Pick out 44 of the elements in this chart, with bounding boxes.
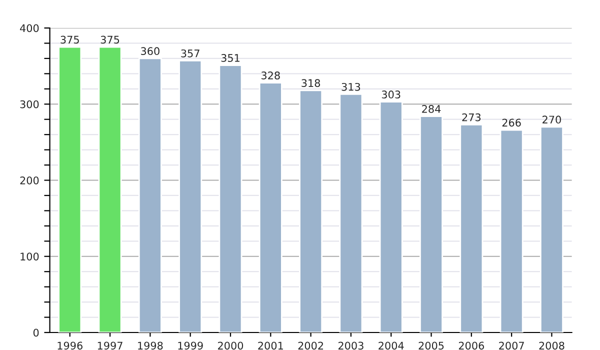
data-label: 303 — [382, 90, 400, 98]
x-tick-label: 2000 — [218, 342, 244, 350]
x-tick-label: 2006 — [458, 342, 484, 350]
data-label: 360 — [141, 47, 160, 56]
data-label: 313 — [342, 82, 360, 91]
data-label: 351 — [221, 54, 240, 62]
bar — [258, 82, 282, 332]
x-tick-label: 1996 — [58, 342, 82, 350]
bar — [138, 58, 162, 332]
bar — [339, 94, 363, 332]
x-tick-label: 1999 — [178, 342, 203, 350]
bar — [58, 46, 82, 332]
x-tick-label: 2003 — [338, 342, 364, 350]
bar — [540, 126, 564, 332]
x-tick-label: 2002 — [298, 342, 324, 350]
y-tick-label: 200 — [20, 176, 39, 184]
x-tick-label: 2001 — [258, 342, 283, 350]
y-tick-label: 400 — [20, 24, 39, 32]
data-label: 270 — [542, 116, 561, 124]
bar — [218, 64, 242, 332]
data-label: 266 — [502, 118, 521, 127]
y-tick-label: 0 — [33, 328, 39, 337]
bar — [460, 124, 484, 332]
data-label: 273 — [462, 113, 481, 122]
x-tick-label: 2004 — [378, 342, 404, 350]
x-tick-label: 1998 — [138, 342, 163, 350]
data-label: 375 — [100, 36, 120, 44]
bar — [178, 60, 202, 332]
x-tick-label: 2007 — [499, 342, 524, 350]
x-tick-label: 2008 — [539, 342, 564, 350]
data-label: 318 — [302, 79, 320, 88]
y-tick-label: 100 — [20, 252, 39, 260]
bar — [500, 129, 524, 332]
y-tick-label: 300 — [20, 100, 39, 108]
bar — [379, 101, 403, 332]
bar — [420, 116, 443, 332]
data-label: 328 — [262, 72, 280, 80]
data-label: 375 — [60, 36, 79, 44]
x-tick-label: 2005 — [418, 342, 444, 350]
bar — [98, 46, 122, 332]
x-tick-label: 1997 — [98, 342, 122, 350]
data-label: 284 — [422, 105, 441, 113]
bar — [299, 90, 323, 332]
data-label: 357 — [181, 49, 200, 58]
